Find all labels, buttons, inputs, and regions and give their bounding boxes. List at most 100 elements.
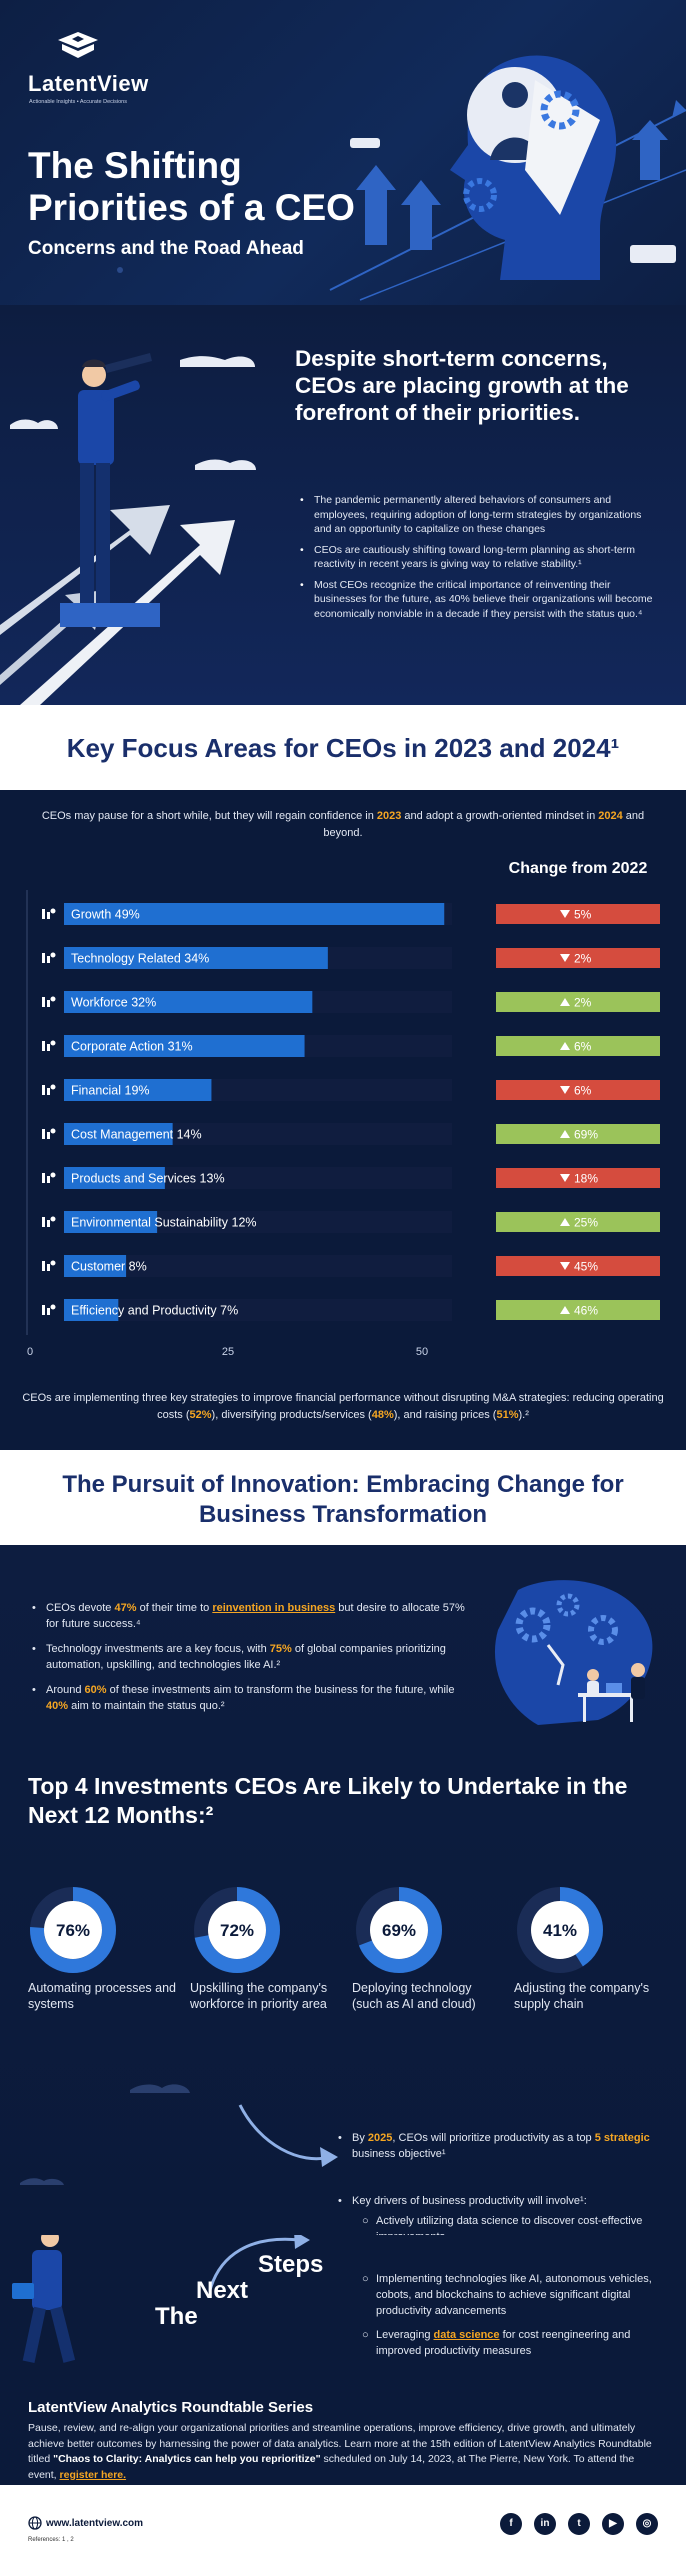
data-science-link[interactable]: data science [433, 2329, 500, 2341]
chart-bottom-part: CEOs are implementing three key strategi… [22, 1392, 664, 1421]
bar-environmental-sustainability [64, 1211, 158, 1233]
next-steps-section: The Next Steps ○ Implementing technologie… [0, 2235, 686, 2375]
change-value: 18% [574, 1172, 598, 1186]
innovation-header: The Pursuit of Innovation: Embracing Cha… [0, 1450, 686, 1545]
key-focus-title: Key Focus Areas for CEOs in 2023 and 202… [66, 733, 620, 763]
sub-bullet-mark: ○ [362, 2273, 369, 2285]
bar-label: Efficiency and Productivity 7% [71, 1304, 238, 1318]
highlight-year: 2025 [367, 2132, 393, 2144]
focus-areas-bar-chart: Growth 49% 5% Technology Related 34% 2% Work… [26, 890, 660, 1358]
website-link[interactable]: www.latentview.com [46, 2518, 144, 2529]
text-part: Pause, review, and re-align your organiz… [28, 2422, 652, 2465]
text-part: Implementing technologies like AI, auton… [376, 2273, 652, 2317]
instagram-icon[interactable]: ◎ [636, 2513, 658, 2535]
ceo-head-illustration [450, 55, 617, 280]
chart-intro-part: CEOs may pause for a short while, but th… [41, 810, 377, 822]
highlight-value: 75% [269, 1643, 292, 1655]
bar-label: Environmental Sustainability 12% [71, 1216, 257, 1230]
youtube-icon[interactable]: ▶ [602, 2513, 624, 2535]
next-steps-sub-3: ○ Leveraging data science for cost reengi… [362, 2327, 662, 2359]
text-part: but desire to allocate 57% for future su… [46, 1602, 465, 1630]
x-tick-label: 25 [222, 1346, 234, 1358]
next-steps-point-1: • By 2025, CEOs will prioritize productiv… [338, 2130, 658, 2162]
bar-financial [64, 1079, 212, 1101]
cost-chart-icon [42, 1128, 56, 1139]
people-network-icon [42, 996, 56, 1007]
arrow-up-icon [560, 1218, 570, 1226]
chart-bottom-value: 52% [189, 1409, 212, 1421]
chart-bottom-part: ).² [518, 1409, 529, 1421]
change-value: 2% [574, 996, 592, 1010]
bar-corporate-action [64, 1035, 305, 1057]
intro-bullet-list: The pandemic permanently altered behavio… [300, 493, 660, 627]
bullet-mark: • [338, 2132, 342, 2144]
bar-products-and-services [64, 1167, 165, 1189]
growth-chart-icon [42, 908, 56, 919]
boxes-icon [42, 1172, 56, 1183]
chart-intro-year-2024: 2024 [598, 810, 623, 822]
roundtable-text: Pause, review, and re-align your organiz… [28, 2421, 660, 2483]
bar-label: Customer 8% [71, 1260, 147, 1274]
arrow-up-icon [560, 998, 570, 1006]
references: References: 1 , 2 [28, 2537, 74, 2543]
text-part: of their time to [136, 1602, 213, 1614]
roundtable-title: LatentView Analytics Roundtable Series [28, 2399, 314, 2416]
hero-section: LatentView Actionable Insights • Accurat… [0, 0, 686, 305]
intro-bullet: The pandemic permanently altered behavio… [300, 493, 660, 537]
bar-label: Financial 19% [71, 1084, 150, 1098]
reinvention-link[interactable]: reinvention in business [212, 1602, 336, 1614]
change-box [496, 1124, 660, 1144]
donut-label: Upskilling the company's workforce in pr… [190, 1981, 328, 2011]
donut-value: 41% [543, 1921, 577, 1940]
highlight-value: 47% [114, 1602, 137, 1614]
businessman-telescope-illustration [0, 353, 256, 705]
facebook-icon[interactable]: f [500, 2513, 522, 2535]
event-title: "Chaos to Clarity: Analytics can help yo… [53, 2453, 321, 2465]
next-steps-illustration [0, 2235, 686, 2375]
register-link[interactable]: register here. [59, 2468, 127, 2481]
footer: www.latentview.com References: 1 , 2 f i… [0, 2485, 686, 2560]
change-value: 5% [574, 908, 592, 922]
text-part: for cost reengineering and improved prod… [376, 2329, 631, 2357]
highlight-value: 5 strategic [594, 2132, 650, 2144]
next-steps-decoration-top [20, 2084, 338, 2185]
change-value: 6% [574, 1040, 592, 1054]
bar-track [64, 1255, 452, 1277]
text-part: Around [46, 1684, 85, 1696]
twitter-icon[interactable]: t [568, 2513, 590, 2535]
x-tick-label: 0 [27, 1346, 33, 1358]
donut-value: 76% [56, 1921, 90, 1940]
text-part: aim to maintain the status quo.² [68, 1700, 225, 1712]
change-value: 6% [574, 1084, 592, 1098]
next-steps-sub-1: ○ Actively utilizing data science to disc… [362, 2213, 662, 2235]
innovation-section: CEOs devote 47% of their time to reinven… [0, 1545, 686, 2235]
gauge-icon [42, 1304, 56, 1315]
leaf-hand-icon [42, 1216, 56, 1227]
team-innovation-illustration [494, 1580, 653, 1725]
intro-bullet: Most CEOs recognize the critical importa… [300, 578, 660, 622]
change-value: 69% [574, 1128, 598, 1142]
change-value: 2% [574, 952, 592, 966]
innovation-title: The Pursuit of Innovation: Embracing Cha… [62, 1471, 624, 1528]
innovation-bullet: Technology investments are a key focus, … [32, 1641, 477, 1673]
change-box [496, 1168, 660, 1188]
hero-title: The Shifting Priorities of a CEO [28, 145, 355, 229]
brand-logo[interactable]: LatentView Actionable Insights • Accurat… [28, 30, 148, 105]
change-box [496, 992, 660, 1012]
chart-bottom-part: ), and raising prices ( [393, 1409, 497, 1421]
linkedin-icon[interactable]: in [534, 2513, 556, 2535]
text-part: of these investments aim to transform th… [106, 1684, 455, 1696]
donut-deploying-technology: 69% [356, 1887, 442, 1973]
text-part: , CEOs will prioritize productivity as a… [392, 2132, 595, 2144]
target-icon [42, 1084, 56, 1095]
donut-supply-chain: 41% [517, 1887, 603, 1973]
intro-bullet: CEOs are cautiously shifting toward long… [300, 543, 660, 572]
chart-intro-year-2023: 2023 [376, 810, 402, 822]
roundtable-section: LatentView Analytics Roundtable Series P… [0, 2375, 686, 2485]
innovation-bullet: Around 60% of these investments aim to t… [32, 1682, 477, 1714]
bar-track [64, 1299, 452, 1321]
text-part: of global companies prioritizing automat… [46, 1643, 446, 1671]
bar-cost-management [64, 1123, 173, 1145]
arrow-down-icon [560, 1174, 570, 1182]
text-part: Actively utilizing data science to disco… [376, 2215, 643, 2235]
